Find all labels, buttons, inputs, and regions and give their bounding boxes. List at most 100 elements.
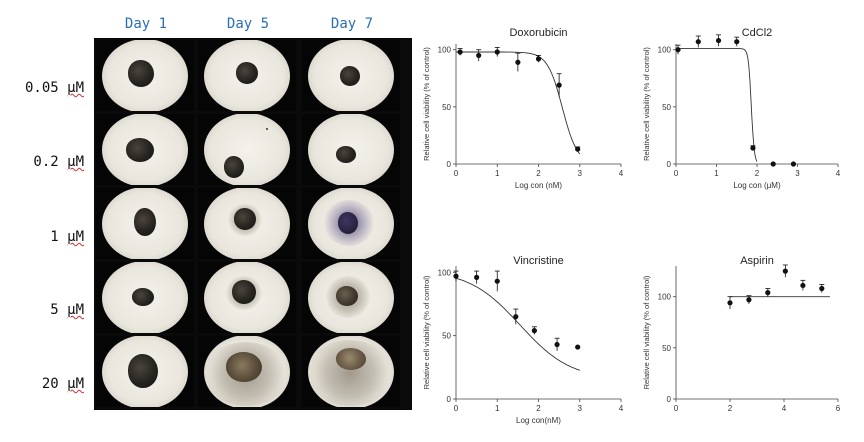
x-tick-label: 4 <box>619 169 624 178</box>
spheroid-image <box>302 114 400 185</box>
x-tick-label: 6 <box>836 404 841 413</box>
data-point <box>494 49 500 55</box>
data-point <box>513 314 519 320</box>
x-tick-label: 1 <box>495 404 500 413</box>
y-tick-label: 100 <box>658 46 672 55</box>
data-point <box>494 278 500 284</box>
chart-title: Doxorubicin <box>509 27 567 39</box>
y-tick-label: 50 <box>442 332 451 341</box>
data-point <box>695 39 701 45</box>
conc-label-1: 0.05 μM <box>24 80 84 96</box>
x-axis-label: Log con (nM) <box>515 181 562 190</box>
data-point <box>575 344 581 350</box>
chart-cdcl2: CdCl2 0 1 2 3 4 0 50 100 Log con (μM) Relative cel… <box>642 27 841 190</box>
data-point <box>575 146 581 152</box>
data-point <box>675 47 681 53</box>
x-tick-label: 0 <box>674 169 679 178</box>
data-point <box>734 39 740 45</box>
data-point <box>474 274 480 280</box>
spheroid-image <box>96 188 194 259</box>
fit-curve <box>676 48 758 162</box>
fit-curve <box>455 277 580 371</box>
x-tick-label: 0 <box>454 404 459 413</box>
spheroid-image <box>302 40 400 111</box>
y-tick-label: 0 <box>667 160 672 169</box>
x-tick-label: 3 <box>578 169 583 178</box>
data-point <box>476 52 482 59</box>
x-tick-label: 4 <box>836 169 841 178</box>
day-label-1: Day 1 <box>124 16 168 32</box>
y-tick-label: 100 <box>438 46 452 55</box>
data-point <box>790 161 797 167</box>
chart-doxorubicin: Doxorubicin 0 1 2 3 4 0 50 100 Log con (nM) Relati… <box>422 27 624 190</box>
data-point <box>782 268 788 274</box>
spheroid-image-grid <box>94 38 412 410</box>
spheroid-image <box>198 336 296 407</box>
conc-label-3: 1 μM <box>50 229 84 245</box>
x-tick-label: 1 <box>495 169 500 178</box>
spheroid-image <box>198 262 296 333</box>
data-point <box>770 161 776 167</box>
x-tick-label: 2 <box>536 169 541 178</box>
data-point <box>715 37 722 44</box>
y-axis-label: Relative cell viability (% of control) <box>422 47 431 161</box>
x-tick-label: 0 <box>454 169 459 178</box>
data-point <box>556 82 562 88</box>
x-tick-label: 1 <box>714 169 719 178</box>
x-tick-label: 2 <box>536 404 541 413</box>
chart-title: Vincristine <box>513 255 564 267</box>
data-point <box>515 59 521 65</box>
y-axis-label: Relative cell viability (% of control) <box>422 275 431 389</box>
y-tick-label: 50 <box>662 344 671 353</box>
data-point <box>819 285 825 292</box>
y-axis-label: Relative cell viability (% of control) <box>642 47 651 161</box>
x-tick-label: 3 <box>795 169 800 178</box>
chart-aspirin: Aspirin 0 2 4 6 0 50 100 Relative cell viability… <box>642 255 841 413</box>
data-point <box>554 341 560 348</box>
data-point <box>746 297 752 303</box>
y-tick-label: 0 <box>447 395 452 404</box>
data-point <box>750 145 756 151</box>
spheroid-image <box>302 188 400 259</box>
y-axis-label: Relative cell viability (% of control) <box>642 275 651 389</box>
spheroid-image <box>96 40 194 111</box>
data-point <box>765 290 771 296</box>
y-tick-label: 50 <box>662 103 671 112</box>
spheroid-image <box>302 336 400 407</box>
spheroid-image <box>302 262 400 333</box>
chart-title: Aspirin <box>740 255 774 267</box>
chart-vincristine: Vincristine 0 1 2 3 4 0 50 100 Log con(nM) Relativ… <box>422 255 624 425</box>
y-tick-label: 0 <box>447 160 452 169</box>
data-point <box>727 300 733 306</box>
spheroid-image <box>96 114 194 185</box>
x-tick-label: 4 <box>619 404 624 413</box>
y-tick-label: 50 <box>442 103 451 112</box>
x-axis-label: Log con(nM) <box>516 416 561 425</box>
spheroid-image <box>198 114 296 185</box>
data-point <box>535 56 542 62</box>
x-tick-label: 4 <box>782 404 787 413</box>
conc-label-4: 5 μM <box>50 302 84 318</box>
data-point <box>531 328 537 334</box>
x-axis-label: Log con (μM) <box>733 181 781 190</box>
spheroid-image <box>96 262 194 333</box>
data-point <box>453 273 459 279</box>
conc-label-5: 20 μM <box>41 376 84 392</box>
x-tick-label: 2 <box>728 404 733 413</box>
data-point <box>457 49 463 55</box>
x-tick-label: 2 <box>755 169 760 178</box>
y-tick-label: 100 <box>438 268 452 277</box>
spheroid-image <box>96 336 194 407</box>
x-tick-label: 0 <box>674 404 679 413</box>
x-tick-label: 3 <box>578 404 583 413</box>
spheroid-image <box>198 188 296 259</box>
y-tick-label: 100 <box>658 293 672 302</box>
day-label-7: Day 7 <box>330 16 374 32</box>
chart-title: CdCl2 <box>742 27 773 39</box>
spheroid-image <box>198 40 296 111</box>
y-tick-label: 0 <box>667 395 672 404</box>
data-point <box>800 282 806 289</box>
conc-label-2: 0.2 μM <box>33 154 84 170</box>
day-label-5: Day 5 <box>226 16 270 32</box>
